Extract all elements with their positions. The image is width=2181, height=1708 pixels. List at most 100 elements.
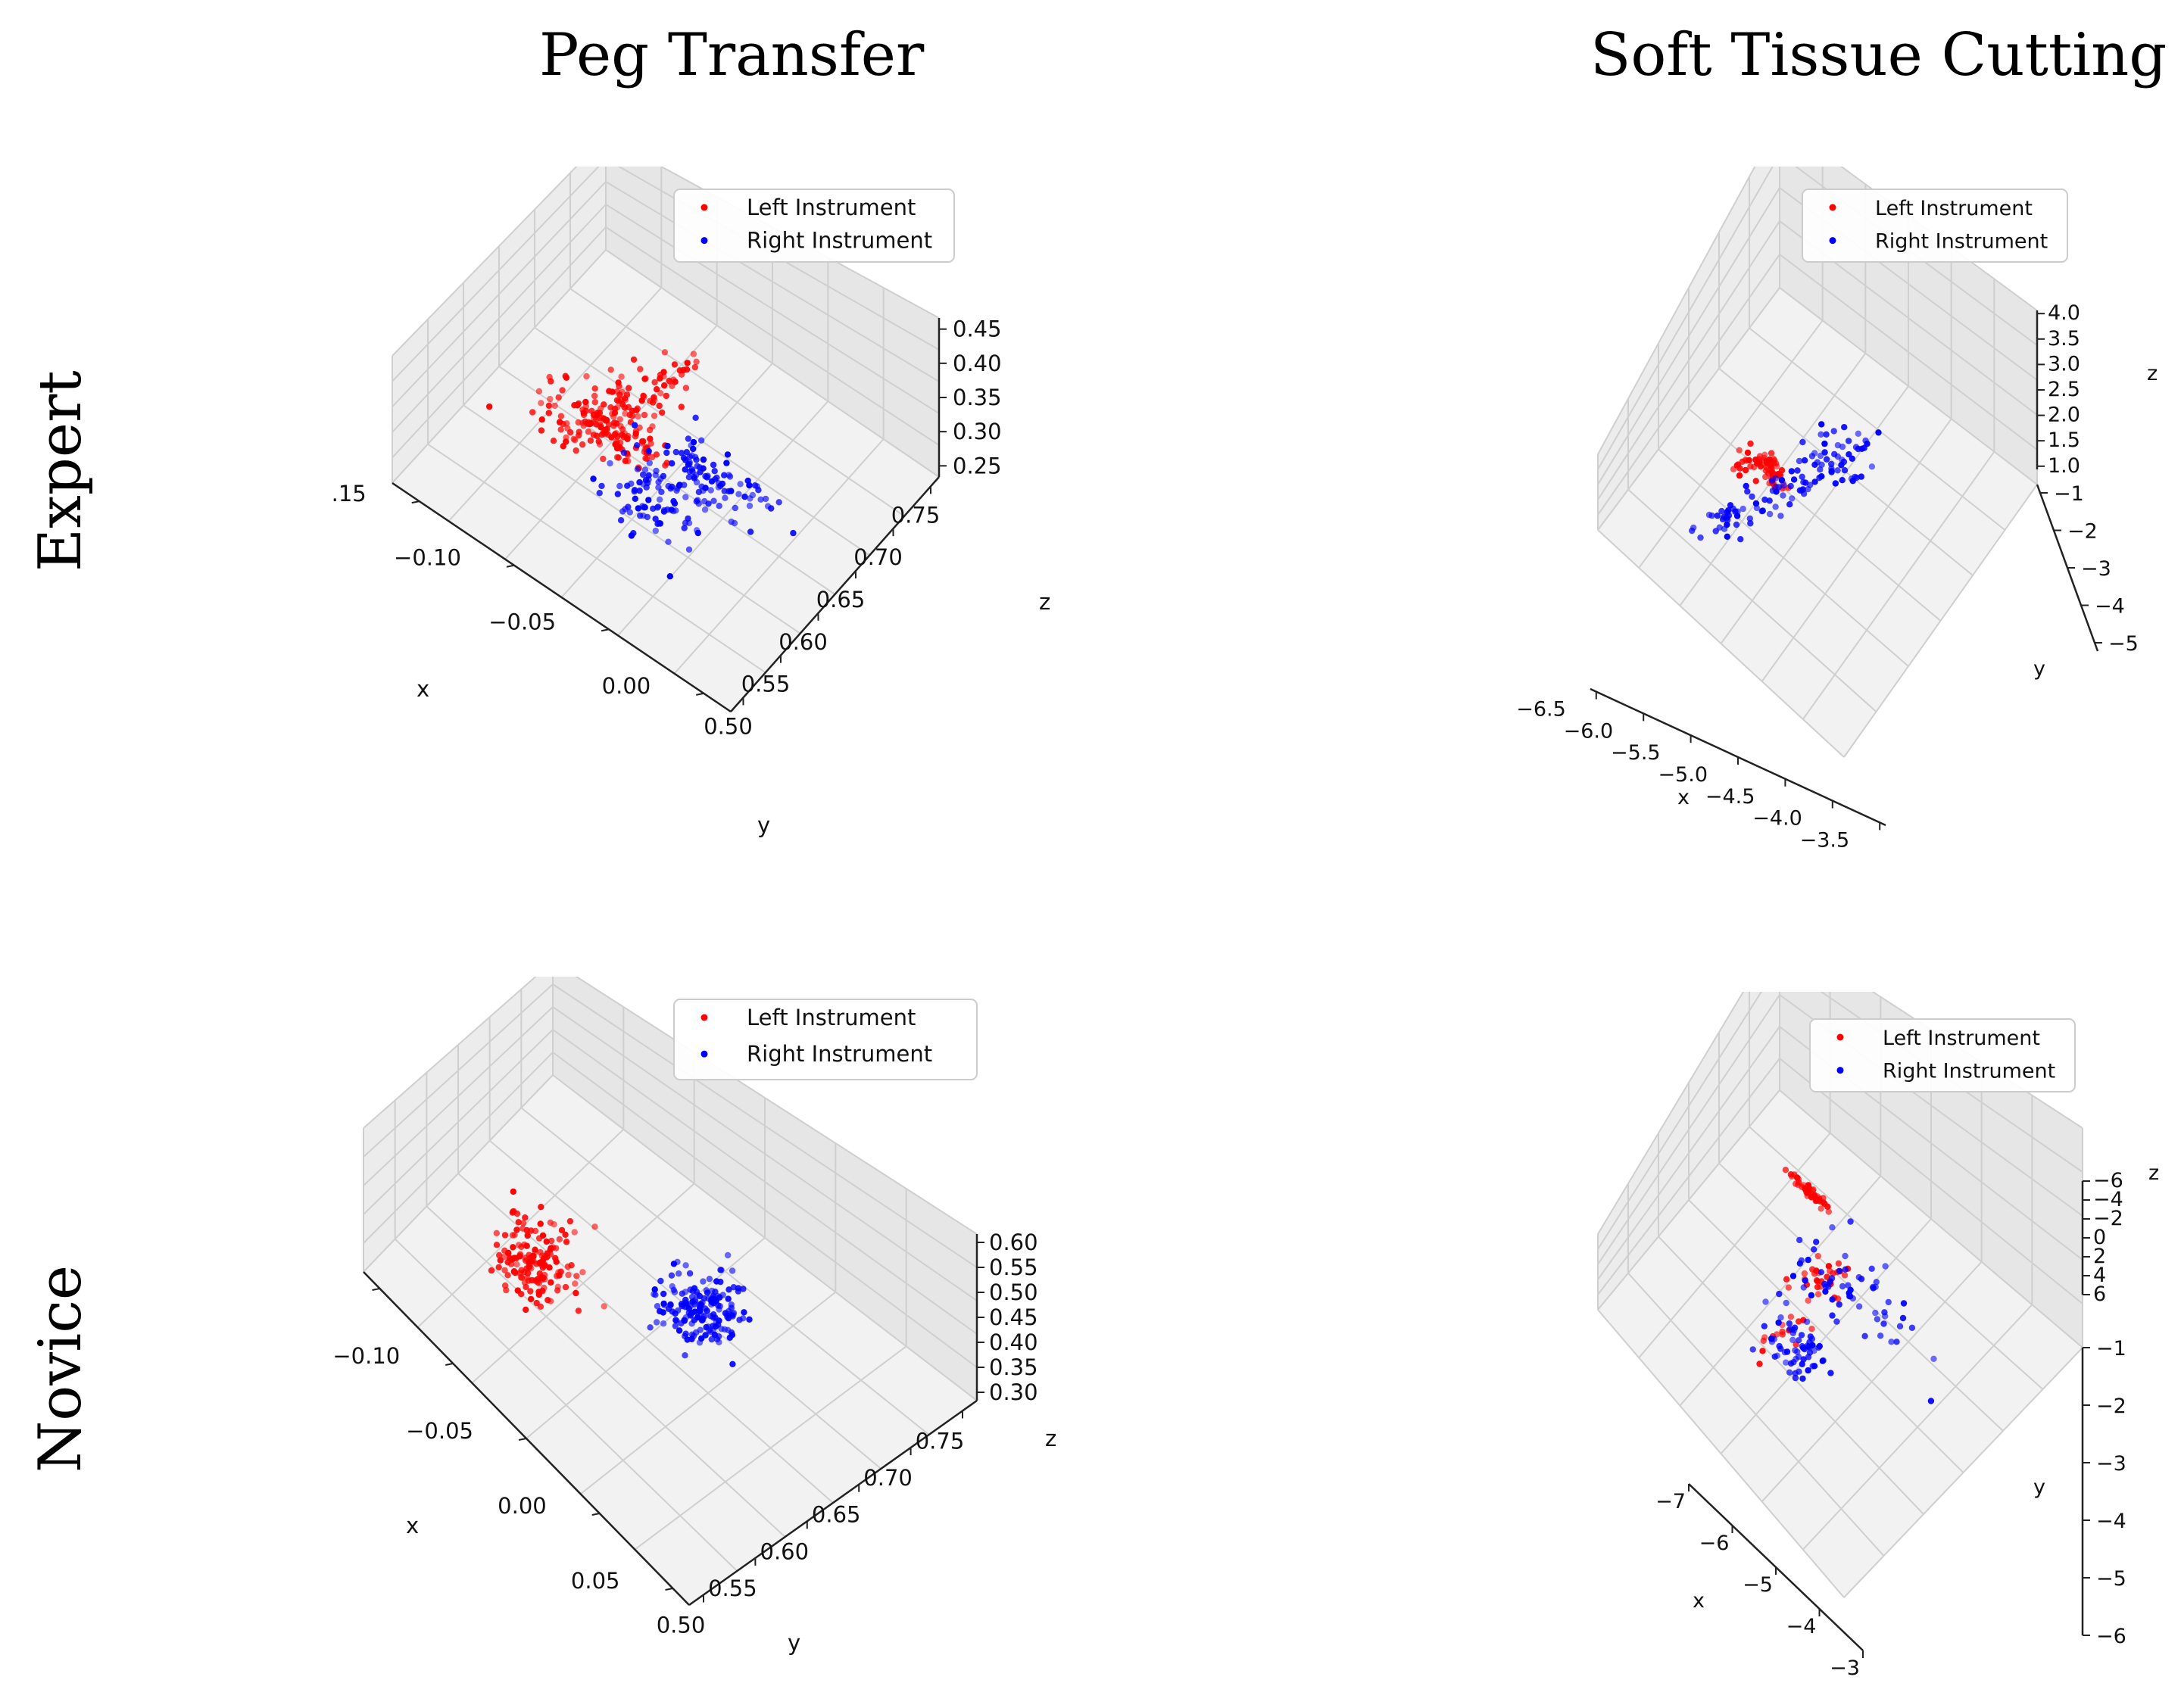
scatter-point [676,1270,682,1277]
scatter-point [1771,1353,1778,1360]
scatter-point [703,1323,710,1331]
z-tick-label: 0.35 [989,1354,1038,1380]
scatter-point [676,1327,683,1334]
scatter-point [645,497,652,503]
y-axis-label: y [2033,1476,2045,1499]
scatter-point [729,1360,736,1367]
scatter-point [545,410,552,416]
legend-marker-right [700,237,708,245]
scatter-point [630,356,638,363]
scatter-point [557,413,565,419]
x-tick [696,692,704,696]
scatter-point [1836,1267,1842,1274]
scatter-point [716,1306,722,1313]
scatter-point [621,395,629,402]
x-tick-label: −6.5 [1516,698,1566,722]
scatter-point [1811,461,1818,468]
x-axis-label: x [1677,786,1690,809]
scatter-point [547,1219,554,1226]
floor-pane [1598,288,2037,757]
scatter-point [670,1286,677,1293]
scatter-point [1737,536,1744,543]
y-tick-label: 0.65 [812,1502,861,1528]
x-tick-label: −6 [1699,1532,1730,1555]
scatter-point [579,441,586,448]
back-pane-gridline [1597,167,1774,470]
scatter-point [504,1272,511,1279]
scatter-point [1779,1331,1786,1338]
back-pane-gridline [363,1029,554,1215]
y-tick-label: −6 [2096,1625,2126,1648]
scatter-point [510,1268,518,1275]
series-left-instrument [1730,440,1792,492]
scatter-point [686,468,693,475]
row-title-expert: Expert [27,370,95,572]
scatter-point [496,1251,503,1259]
scatter-point [1834,467,1841,474]
scatter-point [1796,1368,1802,1375]
scatter-point [710,1292,717,1300]
scatter-point [562,1231,569,1238]
x-tick-label: −4.5 [1705,785,1755,809]
series-right-instrument [590,414,797,580]
scatter-point [1786,1326,1793,1332]
scatter-point [580,422,587,429]
scatter-point [616,444,623,450]
floor-pane-gridline [1597,529,1845,758]
scatter-point [653,1319,660,1326]
scatter-point [1824,1273,1830,1280]
scatter-point [1736,447,1743,453]
scatter-point [649,423,656,430]
scatter-point [1877,1332,1884,1339]
scatter-point [648,453,656,461]
scatter-point [740,1315,747,1322]
scatter-point [635,413,641,420]
scatter-point [1736,472,1743,479]
scatter-point [686,1270,694,1277]
scatter-point [524,1232,531,1239]
scatter-point [1775,1319,1782,1326]
scatter-point [1814,1291,1822,1298]
scatter-point [672,507,679,514]
scatter-point [735,491,742,497]
scatter-point [746,502,754,510]
scatter-point [603,417,610,424]
scatter-point [664,506,671,513]
scatter-point [601,1303,607,1310]
scatter-point [723,460,730,466]
scatter-point [1799,1375,1806,1382]
scatter-point [671,500,679,507]
y-tick-label: 0.60 [778,629,828,655]
back-pane-gridline [1597,220,1780,500]
back-pane-gridline [1597,992,1745,1235]
scatter-point [751,482,759,489]
scatter-point [562,372,569,379]
scatter-point [493,1230,500,1236]
scatter-point [1712,528,1719,535]
scatter-point [555,394,562,401]
scatter-point [610,413,617,420]
scatter-point [615,454,622,461]
scatter-point [1818,421,1825,428]
scatter-point [1761,1323,1768,1329]
scatter-point [1868,1265,1875,1272]
scatter-point [1873,1279,1880,1286]
series-left-instrument [488,1188,607,1314]
x-tick-label: −0.10 [333,1343,400,1369]
scatter-point [486,403,493,410]
scatter-point [1811,478,1818,485]
scatter-point [573,447,579,454]
z-tick-label: 0.55 [989,1255,1038,1280]
scatter-point [744,477,751,485]
scatter-point [1829,1312,1836,1319]
back-pane-gridline [1597,1026,1780,1280]
floor-pane [364,1075,977,1605]
scatter-point [651,413,658,419]
scatter-point [1787,1171,1795,1178]
legend-marker-right [1836,1067,1844,1074]
scatter-point [708,478,716,485]
scatter-point [651,379,658,386]
scatter-point [522,1214,529,1221]
z-tick-label: 0 [2093,1226,2106,1249]
scatter-point [619,401,626,408]
